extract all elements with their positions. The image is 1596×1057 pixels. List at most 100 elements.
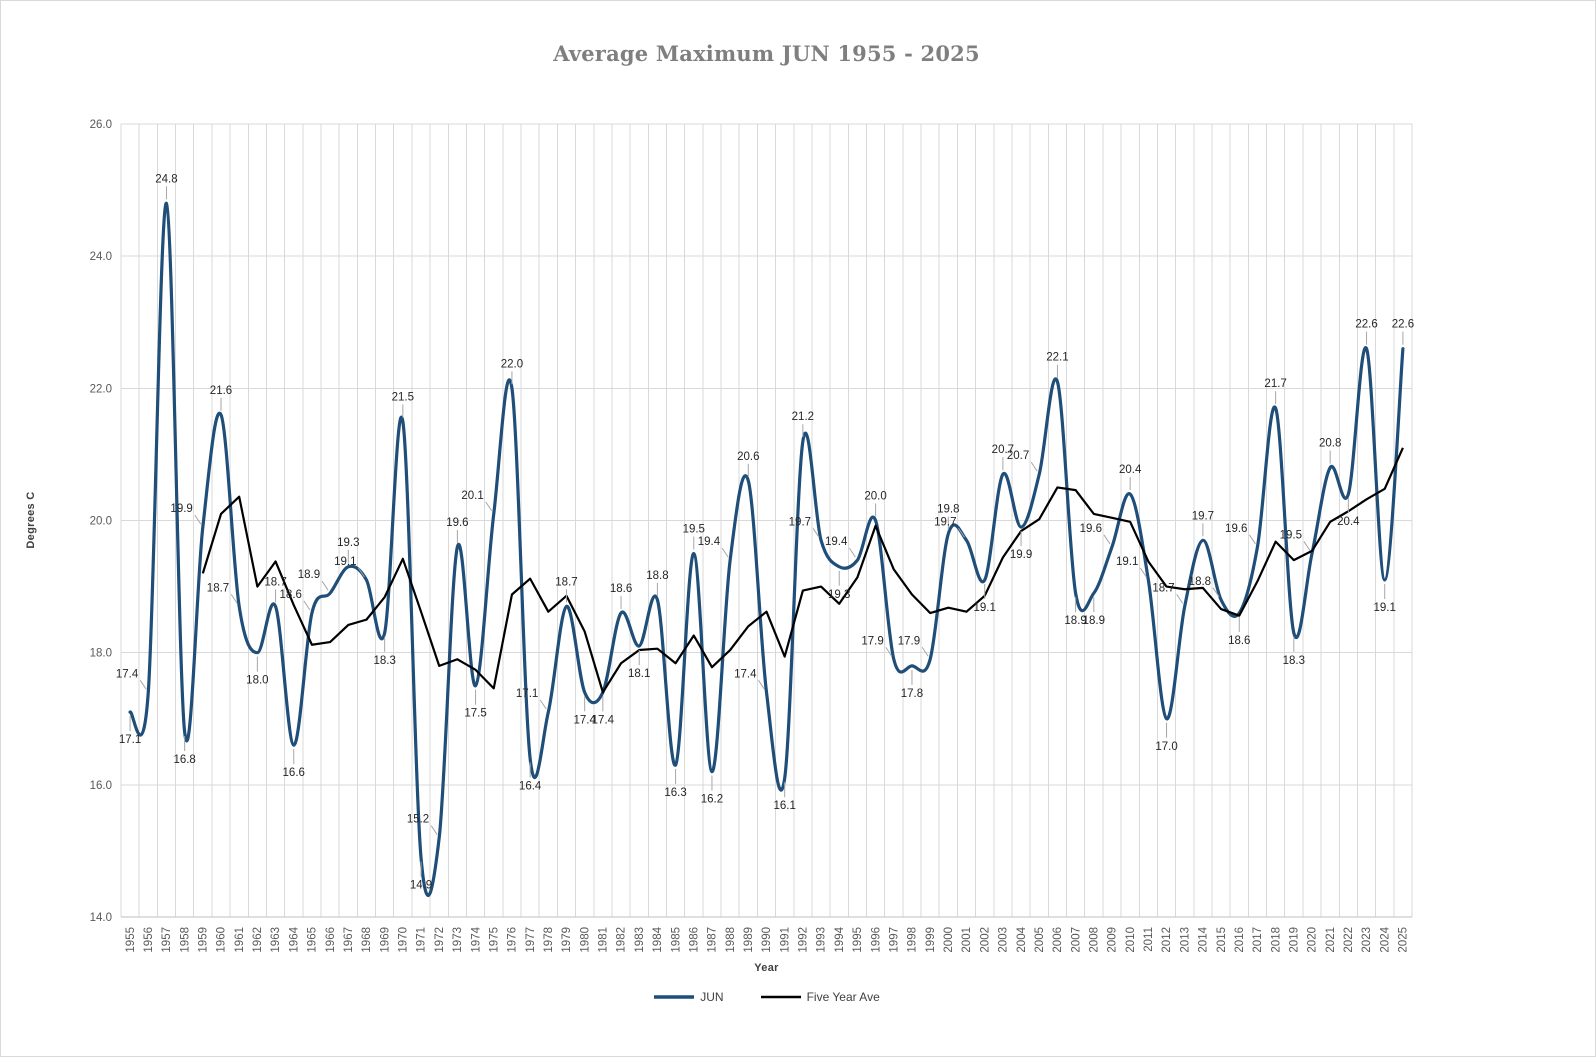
- data-label-1977: 16.4: [519, 780, 542, 792]
- data-label-1972: 15.2: [407, 814, 429, 826]
- data-label-2023: 22.6: [1355, 319, 1377, 331]
- x-tick-1963: 1963: [270, 927, 282, 953]
- x-tick-1962: 1962: [252, 927, 264, 953]
- y-gridlines: [121, 123, 1412, 918]
- data-label-leader-1990: [758, 680, 765, 690]
- x-tick-2011: 2011: [1143, 927, 1155, 952]
- data-label-leader-1975: [485, 501, 493, 512]
- data-label-2017: 19.6: [1225, 523, 1247, 535]
- data-label-1965: 18.6: [280, 589, 302, 601]
- data-label-leader-1968: [358, 567, 365, 578]
- data-label-1956: 17.4: [116, 668, 139, 680]
- data-label-1993: 19.7: [789, 516, 811, 528]
- data-label-2001: 19.7: [934, 516, 956, 528]
- data-label-2000: 19.8: [937, 504, 959, 516]
- data-label-1971: 14.9: [410, 880, 432, 892]
- x-tick-2010: 2010: [1125, 927, 1137, 953]
- data-label-leader-1993: [812, 528, 820, 538]
- y-tick-labels: 14.0 16.0 18.0 20.0 22.0 24.0 26.0: [90, 119, 112, 924]
- x-tick-1991: 1991: [779, 927, 791, 953]
- x-tick-2016: 2016: [1234, 927, 1246, 953]
- x-tick-1968: 1968: [361, 927, 373, 953]
- data-label-leader-1988: [721, 547, 729, 558]
- y-tick-18.0: 18.0: [90, 648, 112, 660]
- data-label-2020: 19.5: [1280, 530, 1302, 542]
- data-label-1984: 18.8: [646, 570, 668, 582]
- data-label-leader-1995: [848, 547, 856, 558]
- data-label-1962: 18.0: [246, 675, 268, 687]
- data-label-leader-1961: [230, 594, 238, 604]
- x-tick-1978: 1978: [543, 927, 555, 953]
- x-tick-1960: 1960: [216, 927, 228, 953]
- data-label-2019: 18.3: [1283, 655, 1305, 667]
- data-label-1958: 16.8: [173, 754, 195, 766]
- data-label-2025: 22.6: [1392, 319, 1414, 331]
- data-label-2008: 18.9: [1083, 615, 1105, 627]
- data-label-leader-2015: [1212, 587, 1220, 598]
- x-tick-1985: 1985: [670, 927, 682, 953]
- data-label-2010: 20.4: [1119, 464, 1142, 476]
- x-tick-1973: 1973: [452, 927, 464, 953]
- data-label-1974: 17.5: [464, 708, 486, 720]
- data-label-1960: 21.6: [210, 385, 232, 397]
- x-tick-2000: 2000: [943, 927, 955, 953]
- x-tick-1975: 1975: [488, 927, 500, 953]
- y-axis-title: Degrees C: [25, 491, 37, 549]
- series-five-year-ave-line: [201, 447, 1404, 694]
- x-tick-1959: 1959: [198, 927, 210, 953]
- data-label-leader-2013: [1176, 594, 1184, 604]
- x-tick-1979: 1979: [561, 927, 573, 953]
- x-tick-1969: 1969: [379, 927, 391, 953]
- data-label-2014: 19.7: [1192, 510, 1214, 522]
- legend-label-jun: JUN: [700, 990, 724, 1004]
- data-label-2006: 22.1: [1046, 352, 1068, 364]
- data-labels: 17.1 17.4 24.8 16.8 19.9 21.6 18.7 18.0 18.7 16.6…: [116, 173, 1414, 891]
- data-label-1998: 17.8: [901, 688, 923, 700]
- data-label-2005: 20.7: [1007, 450, 1029, 462]
- x-tick-2025: 2025: [1398, 927, 1410, 953]
- data-label-leader-1972: [430, 825, 438, 835]
- y-tick-20.0: 20.0: [90, 516, 112, 528]
- x-tick-1967: 1967: [343, 927, 355, 953]
- data-label-2007: 18.9: [1064, 615, 1086, 627]
- series-jun-line: [128, 201, 1405, 898]
- legend: JUN Five Year Ave: [121, 990, 1412, 1004]
- data-label-2024: 19.1: [1374, 602, 1396, 614]
- x-tick-1956: 1956: [143, 927, 155, 953]
- data-label-1985: 16.3: [664, 787, 686, 799]
- x-tick-1961: 1961: [234, 927, 246, 953]
- data-label-leader-1959: [194, 514, 202, 525]
- x-tick-1987: 1987: [707, 927, 719, 953]
- data-label-leader-1978: [539, 699, 547, 710]
- data-label-1992: 21.2: [792, 411, 814, 423]
- data-label-1959: 19.9: [170, 503, 192, 515]
- x-tick-2023: 2023: [1361, 927, 1373, 953]
- x-axis-title: Year: [754, 962, 779, 974]
- legend-label-five-year-ave: Five Year Ave: [806, 990, 880, 1004]
- data-label-2016: 18.6: [1228, 635, 1250, 647]
- x-tick-2003: 2003: [998, 927, 1010, 953]
- x-tick-1966: 1966: [325, 927, 337, 953]
- x-tick-labels: 1955 1956 1957 1958 1959 1960 1961 1962 1963 1964…: [125, 926, 1410, 952]
- x-tick-2014: 2014: [1198, 926, 1210, 952]
- data-label-1986: 19.5: [683, 524, 705, 536]
- x-tick-1988: 1988: [725, 927, 737, 953]
- x-tick-2005: 2005: [1034, 927, 1046, 953]
- y-tick-16.0: 16.0: [90, 780, 112, 792]
- x-tick-1981: 1981: [598, 927, 610, 953]
- data-label-1963: 18.7: [264, 576, 286, 588]
- chart-title: Average Maximum JUN 1955 - 2025: [553, 41, 980, 66]
- y-tick-24.0: 24.0: [90, 251, 112, 263]
- x-tick-1996: 1996: [870, 927, 882, 953]
- data-label-2022: 20.4: [1337, 516, 1360, 528]
- x-tick-2024: 2024: [1379, 926, 1391, 952]
- data-label-leader-2020: [1303, 541, 1311, 551]
- data-label-1987: 16.2: [701, 794, 723, 806]
- five-year-ave-line-swatch: [760, 995, 801, 999]
- x-tick-2002: 2002: [979, 927, 991, 953]
- x-tick-1976: 1976: [507, 927, 519, 953]
- x-tick-2012: 2012: [1161, 927, 1173, 953]
- x-tick-2017: 2017: [1252, 927, 1264, 953]
- data-label-1989: 20.6: [737, 451, 759, 463]
- x-tick-1999: 1999: [925, 927, 937, 953]
